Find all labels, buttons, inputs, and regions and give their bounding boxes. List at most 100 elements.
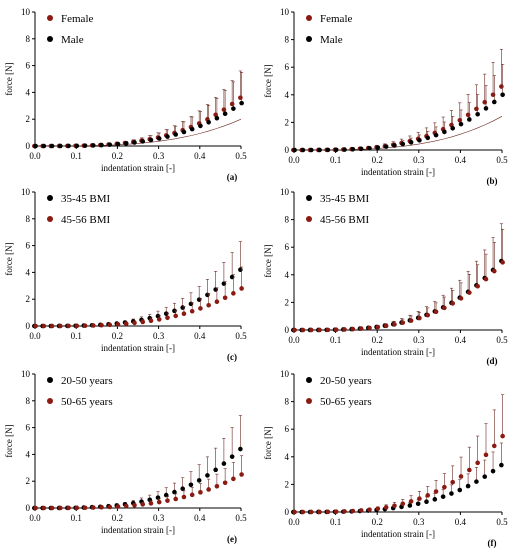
data-point — [375, 506, 381, 511]
data-point — [173, 313, 178, 319]
panel-label: (e) — [227, 534, 237, 544]
data-point — [148, 137, 154, 143]
data-point — [367, 325, 372, 331]
data-point — [115, 141, 121, 147]
data-point — [450, 479, 456, 485]
legend-label: 20-50 years — [61, 375, 113, 387]
data-point — [165, 134, 170, 139]
data-point — [450, 125, 456, 131]
x-tick-label: 0.4 — [194, 513, 206, 523]
panel-label: (f) — [488, 538, 497, 548]
x-tick-label: 0.2 — [112, 151, 123, 161]
data-point — [375, 324, 381, 330]
chart-panel: 0 2 4 6 8 10 0.0 0.1 0.2 0.3 0.4 0.5 indentation str… — [263, 187, 508, 366]
data-point — [500, 92, 505, 98]
y-tick-label: 10 — [280, 369, 290, 379]
y-tick-label: 8 — [26, 34, 31, 44]
legend-marker — [306, 15, 312, 21]
data-point — [213, 467, 218, 473]
data-point — [107, 504, 113, 510]
data-point — [90, 323, 96, 328]
data-point — [408, 499, 414, 504]
data-point — [475, 460, 480, 466]
data-point — [400, 141, 406, 147]
data-point — [198, 490, 203, 495]
legend-marker — [47, 377, 53, 383]
panel-label: (a) — [227, 172, 238, 182]
data-point — [221, 281, 227, 286]
data-point — [474, 479, 479, 484]
data-point — [172, 308, 177, 314]
data-point — [333, 147, 339, 153]
y-tick-label: 6 — [26, 61, 31, 71]
data-point — [90, 505, 96, 510]
data-point — [198, 123, 203, 129]
data-point — [196, 297, 202, 302]
data-point — [392, 143, 397, 148]
y-axis-title: force [N] — [263, 64, 273, 97]
x-tick-label: 0.0 — [288, 335, 300, 345]
data-point — [367, 507, 372, 512]
data-point — [475, 283, 480, 289]
legend-label: 45-56 BMI — [61, 214, 111, 226]
data-point — [132, 502, 137, 508]
data-point — [292, 509, 297, 515]
data-point — [49, 505, 55, 511]
data-point — [317, 327, 322, 333]
data-point — [82, 323, 88, 329]
data-point — [41, 323, 47, 329]
data-point — [400, 501, 406, 507]
data-point — [41, 143, 47, 149]
y-tick-label: 0 — [26, 321, 31, 331]
data-point — [74, 323, 80, 329]
legend-marker — [306, 377, 312, 383]
data-point — [350, 326, 356, 332]
x-tick-label: 0.4 — [455, 335, 467, 345]
data-point — [221, 461, 227, 466]
data-point — [123, 321, 129, 326]
data-point — [483, 452, 489, 458]
data-point — [99, 322, 104, 328]
x-tick-label: 0.0 — [29, 513, 41, 523]
data-point — [467, 290, 472, 295]
data-point — [222, 111, 228, 117]
data-point — [292, 147, 297, 153]
data-point — [342, 509, 347, 514]
y-tick-label: 8 — [285, 397, 290, 407]
data-point — [383, 144, 389, 149]
y-tick-label: 2 — [26, 114, 31, 124]
y-tick-label: 2 — [26, 294, 31, 304]
data-point — [325, 147, 331, 153]
data-point — [180, 305, 186, 310]
data-point — [66, 143, 71, 149]
data-point — [33, 143, 38, 149]
data-point — [442, 484, 447, 490]
y-tick-label: 10 — [280, 7, 290, 17]
data-point — [325, 327, 331, 333]
x-tick-label: 0.0 — [29, 331, 41, 341]
y-axis-title: force [N] — [4, 62, 14, 95]
error-lower-line — [294, 116, 503, 151]
legend-marker — [306, 398, 312, 404]
y-tick-label: 6 — [285, 242, 290, 252]
data-point — [115, 504, 121, 509]
data-point — [163, 311, 169, 316]
data-point — [417, 496, 422, 501]
data-point — [66, 505, 71, 511]
data-point — [222, 480, 228, 486]
data-point — [49, 143, 55, 149]
x-axis-title: indentation strain [-] — [361, 167, 435, 177]
x-axis-title: indentation strain [-] — [361, 347, 435, 357]
data-point — [300, 509, 306, 515]
x-tick-label: 0.2 — [372, 335, 383, 345]
data-point — [358, 146, 364, 152]
data-point — [465, 112, 471, 118]
data-point — [33, 323, 38, 329]
data-point — [74, 505, 80, 511]
data-point — [300, 147, 306, 153]
data-point — [408, 318, 414, 323]
x-tick-label: 0.3 — [153, 151, 165, 161]
y-tick-label: 0 — [285, 145, 290, 155]
data-point — [350, 146, 356, 152]
data-point — [99, 142, 104, 148]
